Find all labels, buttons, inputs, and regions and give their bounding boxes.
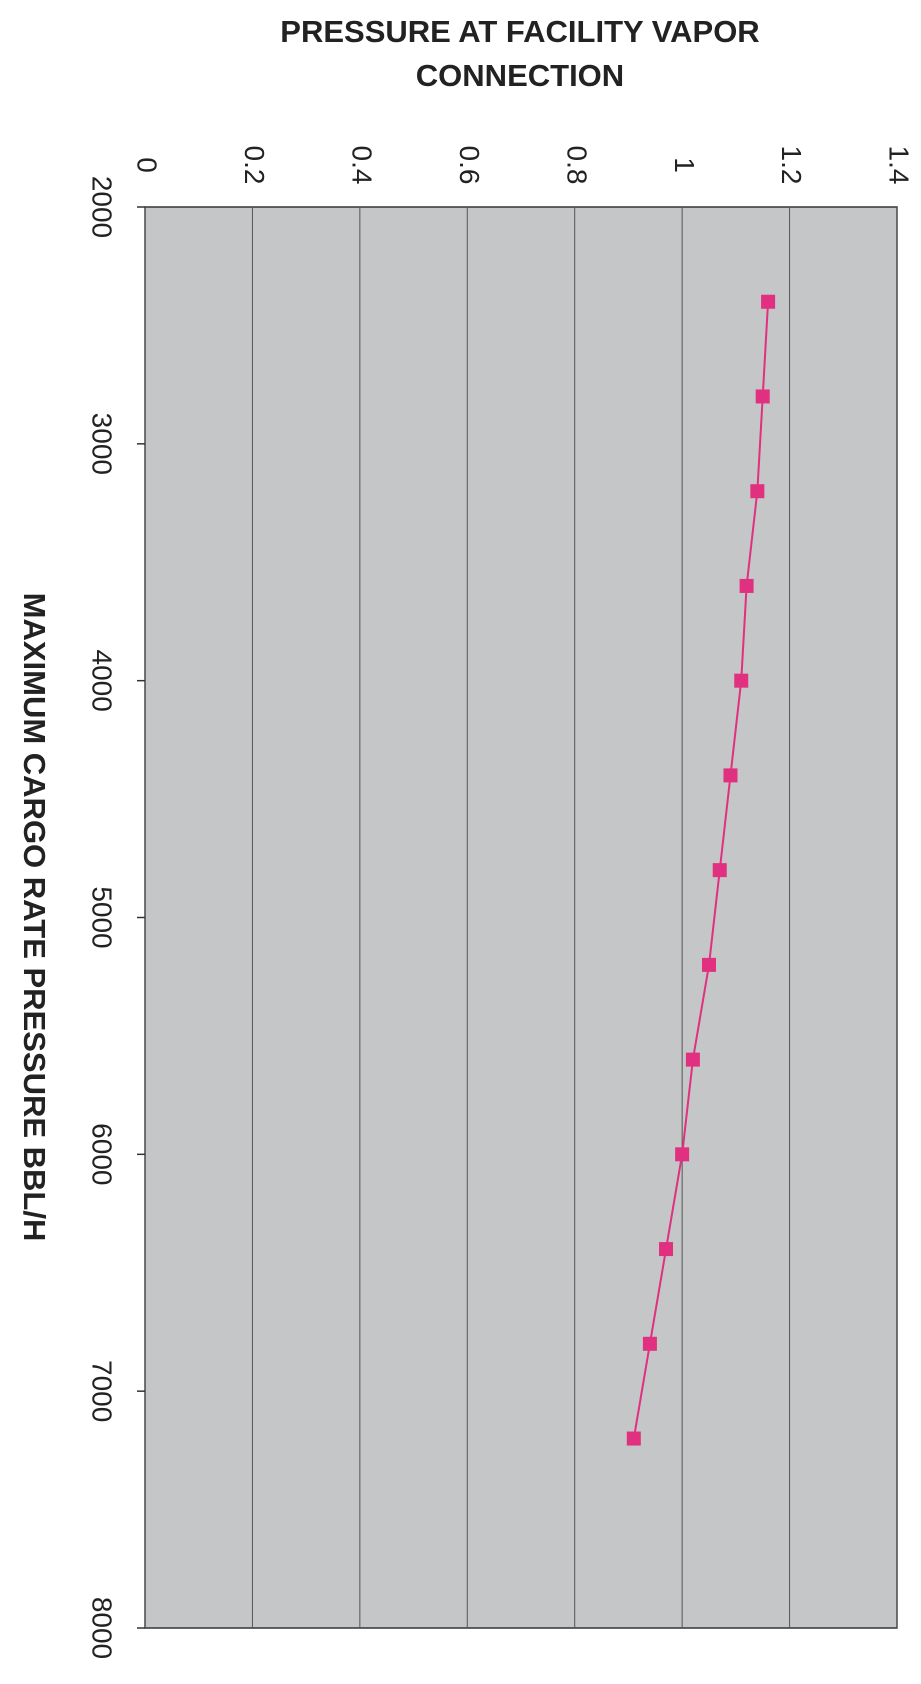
x-tick-label: 4000	[87, 650, 118, 712]
marker	[755, 389, 770, 404]
y-tick-label: 0	[132, 157, 163, 173]
marker	[734, 673, 749, 688]
marker	[712, 863, 727, 878]
x-tick-label: 8000	[87, 1597, 118, 1659]
marker	[659, 1242, 674, 1257]
x-tick-label: 5000	[87, 886, 118, 948]
x-axis-label: MAXIMUM CARGO RATE PRESSURE BBL/H	[17, 593, 52, 1242]
x-tick-label: 7000	[87, 1360, 118, 1422]
marker	[702, 957, 716, 972]
marker	[675, 1147, 690, 1162]
x-tick-label: 6000	[87, 1123, 118, 1185]
marker	[685, 1052, 700, 1067]
y-tick-label: 0.8	[561, 146, 592, 185]
plot-area	[144, 206, 898, 1629]
y-tick-label: 0.6	[454, 146, 485, 185]
x-tick-label: 2000	[87, 176, 118, 238]
y-tick-label: 0.2	[239, 146, 270, 185]
marker	[761, 294, 776, 309]
marker	[750, 484, 765, 499]
y-tick-label: 0.4	[346, 146, 377, 185]
chart-title: PRESSURE AT FACILITY VAPOR CONNECTION	[280, 14, 760, 93]
marker	[739, 578, 754, 593]
y-tick-label: 1.2	[776, 146, 807, 185]
marker	[723, 768, 738, 783]
y-tick-label: 1	[669, 157, 700, 173]
x-tick-label: 3000	[87, 413, 118, 475]
y-tick-label: 1.4	[884, 146, 915, 185]
marker	[642, 1336, 657, 1351]
marker	[626, 1431, 641, 1446]
